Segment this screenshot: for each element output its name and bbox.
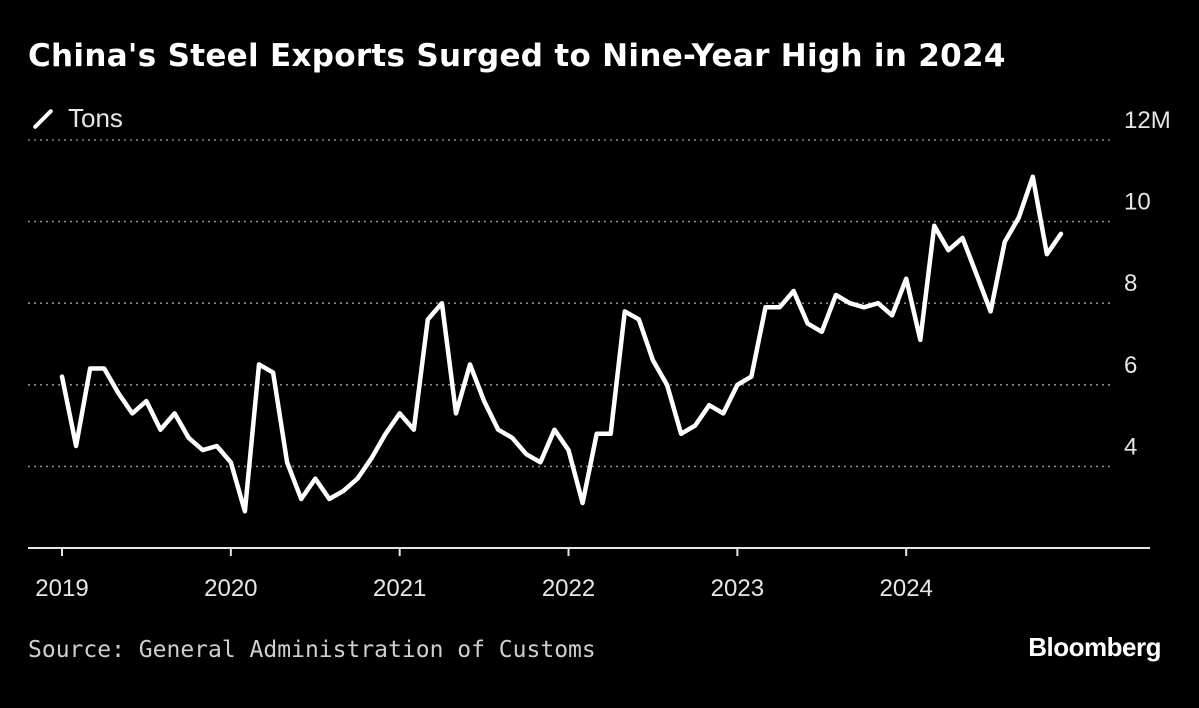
x-tick-label: 2019 (35, 575, 88, 602)
x-tick-label: 2023 (711, 575, 764, 602)
x-tick-label: 2021 (373, 575, 426, 602)
gridlines (28, 139, 1110, 468)
y-tick-label: 4 (1124, 433, 1137, 460)
y-tick-label: 8 (1124, 270, 1137, 297)
y-axis: 4 6 8 10 12M (1124, 107, 1171, 460)
x-tick-labels: 2019 2020 2021 2022 2023 2024 (35, 575, 933, 602)
chart-title: China's Steel Exports Surged to Nine-Yea… (28, 38, 1006, 74)
x-tick-label: 2022 (542, 575, 595, 602)
series (59, 174, 1064, 514)
legend: Tons (28, 103, 123, 134)
y-tick-label: 12M (1124, 107, 1171, 134)
source-note: Source: General Administration of Custom… (28, 637, 596, 663)
x-axis (28, 547, 1150, 556)
bloomberg-logo: Bloomberg (1028, 632, 1161, 662)
series-line-tons (59, 174, 1064, 514)
y-tick-label: 10 (1124, 189, 1151, 216)
x-tick-label: 2024 (880, 575, 933, 602)
legend-label: Tons (68, 103, 123, 133)
y-tick-label: 6 (1124, 352, 1137, 379)
x-tick-label: 2020 (204, 575, 257, 602)
